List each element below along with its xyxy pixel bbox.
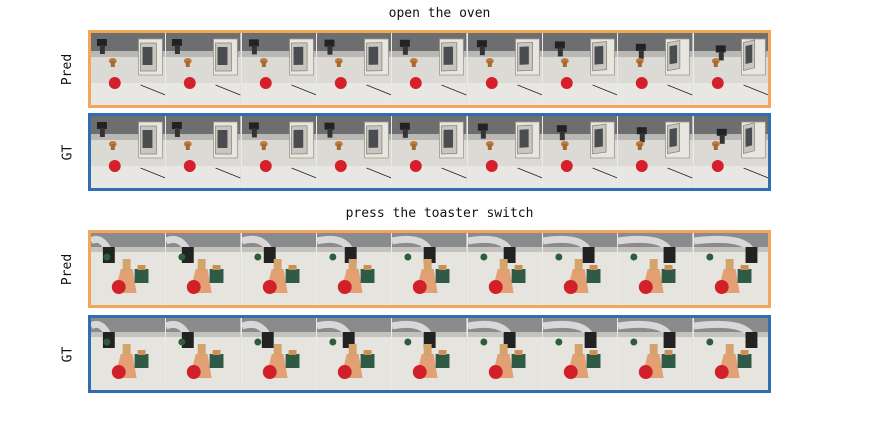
toaster-gt-frame-2 xyxy=(166,318,242,390)
toaster-pred-frame-6 xyxy=(467,233,543,305)
oven-gt-frame-2 xyxy=(166,116,242,188)
oven-gt-frame-4 xyxy=(316,116,393,188)
row-label-text: Pred xyxy=(60,253,76,285)
strip-oven-gt xyxy=(88,113,771,191)
toaster-gt-frame-3 xyxy=(241,318,317,390)
toaster-gt-frame-5 xyxy=(392,318,468,390)
toaster-gt-frame-9 xyxy=(693,318,768,390)
row-label-oven-pred: Pred xyxy=(56,30,80,108)
toaster-pred-frame-2 xyxy=(166,233,242,305)
oven-pred-frame-9 xyxy=(693,33,768,105)
toaster-gt-frame-7 xyxy=(542,318,619,390)
oven-gt-frame-7 xyxy=(542,116,619,188)
toaster-pred-frame-8 xyxy=(618,233,694,305)
oven-pred-frame-6 xyxy=(467,33,543,105)
strip-toaster-pred xyxy=(88,230,771,308)
oven-pred-frame-8 xyxy=(618,33,694,105)
oven-gt-frame-6 xyxy=(467,116,543,188)
oven-gt-frame-3 xyxy=(241,116,317,188)
toaster-pred-frame-5 xyxy=(392,233,468,305)
oven-gt-frame-1 xyxy=(91,116,167,188)
row-label-text: GT xyxy=(60,144,76,160)
strip-oven-pred xyxy=(88,30,771,108)
toaster-gt-frame-4 xyxy=(316,318,393,390)
task-oven-title: open the oven xyxy=(388,6,491,21)
strip-toaster-gt xyxy=(88,315,771,393)
oven-pred-frame-1 xyxy=(91,33,167,105)
oven-pred-frame-5 xyxy=(392,33,468,105)
row-label-toaster-gt: GT xyxy=(56,315,80,393)
oven-pred-frame-2 xyxy=(166,33,242,105)
toaster-pred-frame-9 xyxy=(693,233,768,305)
oven-gt-frame-5 xyxy=(392,116,468,188)
oven-pred-frame-3 xyxy=(241,33,317,105)
oven-pred-frame-7 xyxy=(542,33,619,105)
toaster-pred-frame-4 xyxy=(316,233,393,305)
toaster-gt-frame-6 xyxy=(467,318,543,390)
toaster-pred-frame-7 xyxy=(542,233,619,305)
oven-pred-frame-4 xyxy=(316,33,393,105)
toaster-gt-frame-8 xyxy=(618,318,694,390)
row-label-toaster-pred: Pred xyxy=(56,230,80,308)
row-label-text: GT xyxy=(60,346,76,362)
toaster-pred-frame-3 xyxy=(241,233,317,305)
oven-gt-frame-8 xyxy=(618,116,694,188)
task-toaster-title: press the toaster switch xyxy=(345,206,534,221)
toaster-pred-frame-1 xyxy=(91,233,167,305)
oven-gt-frame-9 xyxy=(693,116,768,188)
row-label-text: Pred xyxy=(60,53,76,85)
toaster-gt-frame-1 xyxy=(91,318,167,390)
row-label-oven-gt: GT xyxy=(56,113,80,191)
